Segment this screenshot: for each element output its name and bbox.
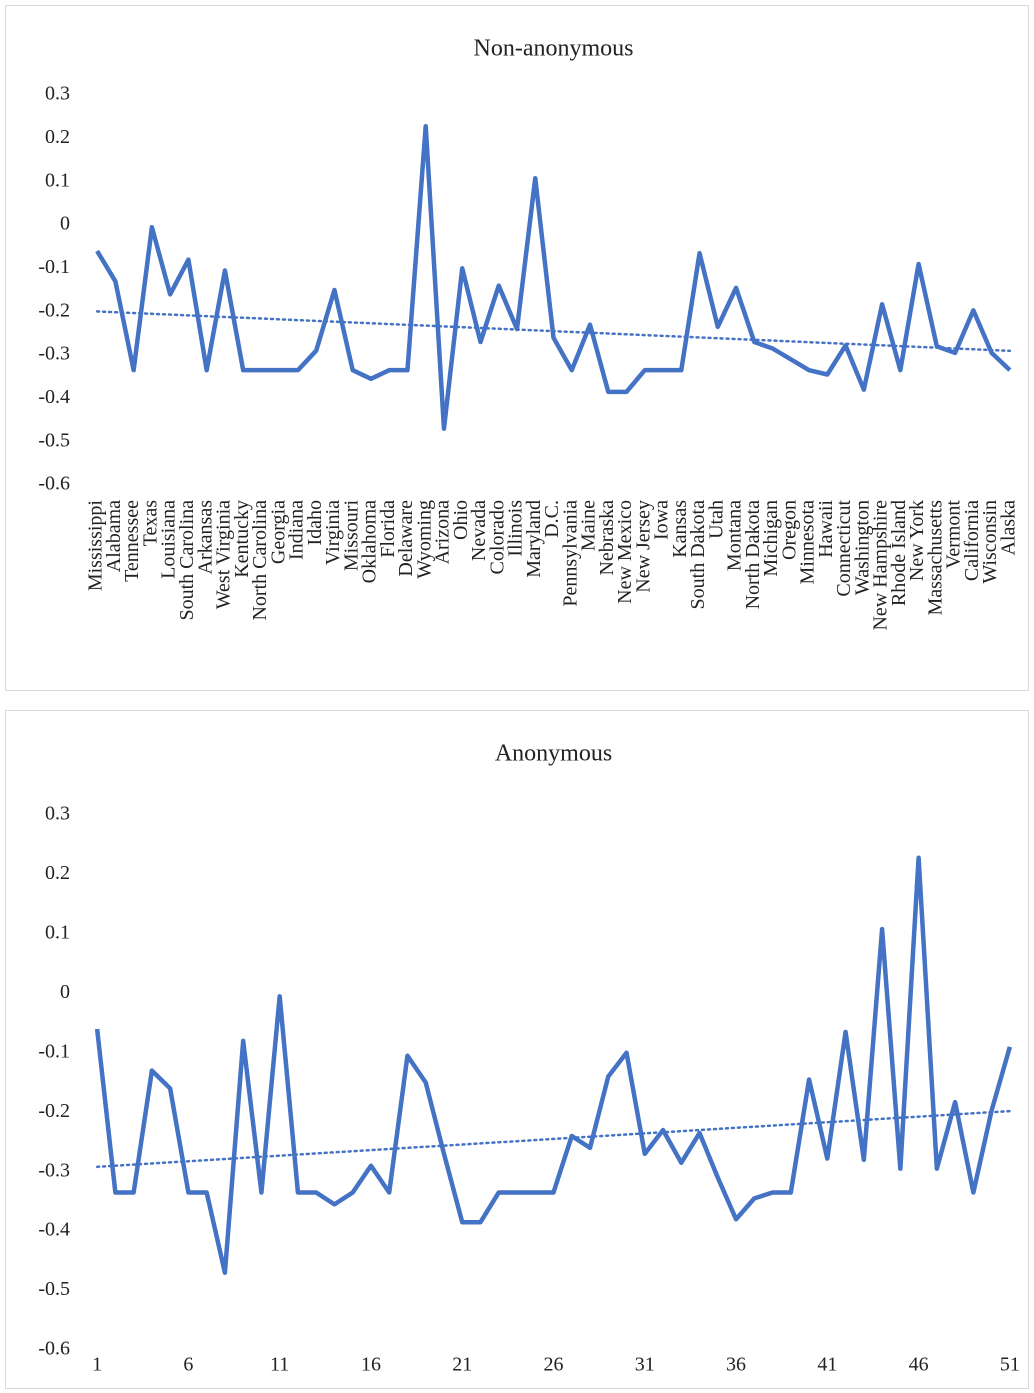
x-tick-label: Louisiana [158, 500, 180, 579]
y-tick-label: 0.1 [45, 169, 70, 191]
x-tick-label: Delaware [395, 500, 417, 577]
x-tick-label: 31 [635, 1354, 655, 1376]
x-tick-label: North Carolina [249, 500, 271, 621]
x-tick-label: 51 [1000, 1354, 1020, 1376]
x-tick-label: New Mexico [614, 500, 636, 604]
x-tick-label: 11 [270, 1354, 289, 1376]
x-tick-label: New Jersey [632, 500, 654, 593]
data-line [95, 123, 1012, 431]
y-tick-label: -0.6 [38, 1338, 70, 1360]
y-tick-label: 0.1 [45, 921, 70, 943]
x-tick-label: D.C. [541, 500, 563, 538]
x-tick-label: Wisconsin [979, 500, 1001, 584]
x-tick-label: Montana [724, 500, 746, 571]
data-line [94, 855, 1013, 1275]
y-tick-label: -0.1 [38, 1040, 70, 1062]
x-tick-label: Alaska [997, 500, 1019, 556]
x-tick-label: Missouri [340, 500, 362, 572]
x-tick-label: West Virginia [213, 500, 235, 609]
x-tick-label: South Dakota [687, 500, 709, 610]
y-tick-label: 0 [60, 213, 70, 235]
x-tick-label: North Dakota [742, 500, 764, 610]
y-tick-label: 0.2 [45, 126, 70, 148]
x-tick-label: Tennessee [121, 500, 143, 582]
x-tick-label: 26 [544, 1354, 564, 1376]
chart-frame [5, 5, 1029, 691]
y-tick-label: -0.4 [38, 1219, 70, 1241]
x-tick-label: Maine [578, 500, 600, 551]
x-tick-label: Oklahoma [359, 500, 381, 583]
y-tick-label: -0.5 [38, 429, 70, 451]
x-tick-label: Rhode Island [888, 500, 910, 606]
x-tick-label: Texas [139, 500, 161, 547]
x-tick-label: Florida [377, 500, 399, 558]
x-tick-label: Virginia [322, 500, 344, 565]
y-tick-label: -0.3 [38, 1159, 70, 1181]
x-tick-label: Pennsylvania [559, 500, 581, 607]
x-tick-label: Hawaii [815, 500, 837, 558]
x-tick-label: Georgia [267, 500, 289, 564]
x-tick-label: Ohio [450, 500, 472, 540]
x-tick-label: Idaho [304, 500, 326, 546]
y-tick-label: -0.5 [38, 1278, 70, 1300]
chart-frame [5, 710, 1029, 1389]
x-tick-label: Connecticut [833, 500, 855, 597]
y-tick-label: -0.3 [38, 343, 70, 365]
x-tick-label: Kansas [669, 500, 691, 558]
x-tick-label: New York [906, 500, 928, 581]
x-tick-label: 16 [361, 1354, 381, 1376]
x-tick-label: Wyoming [413, 500, 435, 579]
x-tick-label: Alabama [103, 500, 125, 572]
x-tick-label: 21 [452, 1354, 472, 1376]
y-tick-label: -0.6 [38, 473, 70, 495]
x-tick-label: Michigan [760, 500, 782, 577]
y-tick-label: 0.2 [45, 862, 70, 884]
x-tick-label: Kentucky [231, 500, 253, 578]
x-tick-label: Arizona [432, 500, 454, 565]
x-tick-label: Oregon [778, 500, 800, 560]
x-tick-label: Vermont [943, 500, 965, 569]
x-tick-label: New Hampshire [870, 500, 892, 631]
y-tick-label: 0.3 [45, 803, 70, 825]
x-tick-label: Minnesota [797, 500, 819, 585]
x-tick-label: Mississippi [85, 500, 107, 592]
y-tick-label: -0.4 [38, 386, 70, 408]
x-tick-label: Indiana [286, 500, 308, 560]
y-tick-label: 0.3 [45, 83, 70, 105]
x-tick-label: Utah [705, 500, 727, 539]
x-tick-label: 41 [817, 1354, 837, 1376]
x-tick-label: Nevada [468, 500, 490, 561]
x-tick-label: Maryland [523, 500, 545, 578]
x-tick-label: Massachusetts [924, 500, 946, 616]
x-tick-label: Arkansas [194, 500, 216, 575]
x-tick-label: California [961, 500, 983, 581]
x-tick-label: 6 [183, 1354, 193, 1376]
x-tick-label: Iowa [651, 500, 673, 540]
chart-title: Non-anonymous [474, 36, 634, 62]
x-tick-label: Washington [851, 500, 873, 595]
x-tick-label: Nebraska [596, 500, 618, 576]
x-tick-label: Colorado [486, 500, 508, 574]
chart-title: Anonymous [495, 741, 612, 767]
y-tick-label: -0.1 [38, 256, 70, 278]
y-tick-label: -0.2 [38, 299, 70, 321]
x-tick-label: South Carolina [176, 500, 198, 621]
x-tick-label: 36 [726, 1354, 746, 1376]
x-tick-label: 1 [92, 1354, 102, 1376]
y-tick-label: 0 [60, 981, 70, 1003]
y-tick-label: -0.2 [38, 1100, 70, 1122]
x-tick-label: 46 [909, 1354, 929, 1376]
x-tick-label: Illinois [505, 500, 527, 557]
